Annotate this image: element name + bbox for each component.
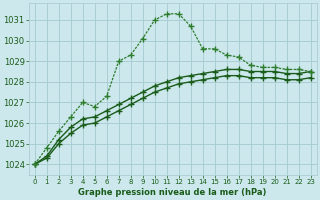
X-axis label: Graphe pression niveau de la mer (hPa): Graphe pression niveau de la mer (hPa) <box>78 188 267 197</box>
